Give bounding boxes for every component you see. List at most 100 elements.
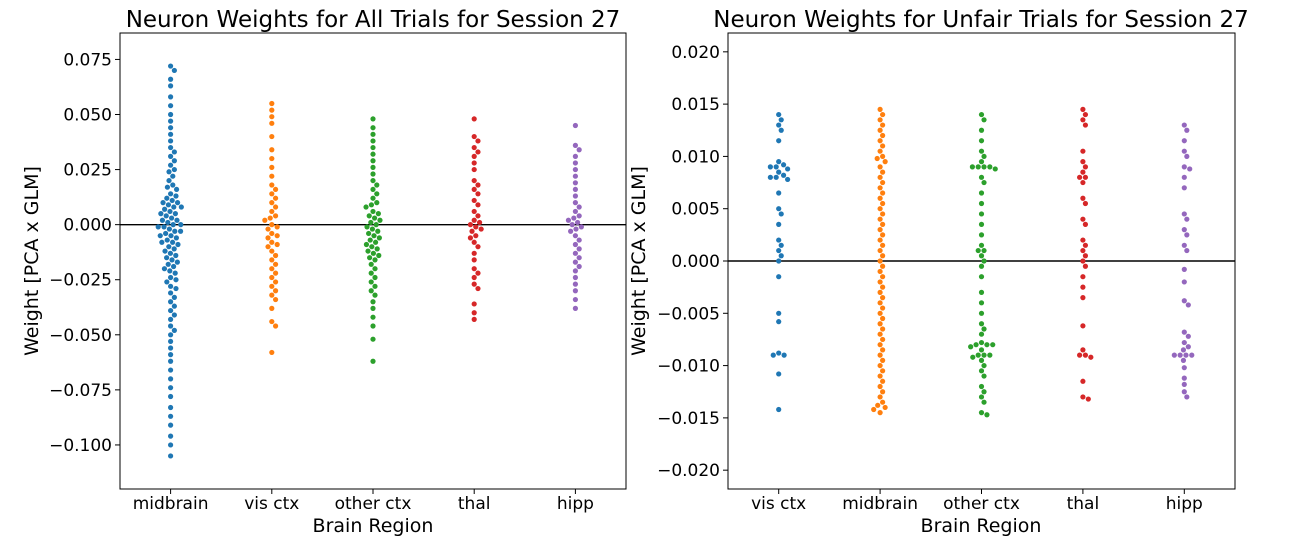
data-point	[168, 191, 174, 197]
data-point	[880, 190, 886, 196]
data-point	[978, 321, 985, 327]
data-point	[874, 155, 880, 162]
data-point	[877, 247, 883, 254]
data-point	[576, 204, 582, 210]
data-point	[372, 292, 378, 298]
data-point	[780, 172, 787, 178]
data-point	[877, 321, 883, 327]
data-point	[376, 235, 382, 241]
data-point	[368, 261, 374, 267]
series-hipp	[565, 122, 584, 311]
data-point	[978, 357, 985, 363]
data-point	[161, 224, 167, 230]
data-point	[272, 195, 279, 201]
data-point	[168, 352, 174, 358]
data-point	[168, 332, 174, 338]
data-point	[880, 111, 886, 118]
data-point	[364, 224, 370, 230]
data-point	[374, 200, 380, 206]
data-point	[776, 350, 782, 356]
data-point	[269, 100, 275, 107]
data-point	[565, 217, 572, 223]
data-point	[981, 362, 987, 369]
chart-title: Neuron Weights for Unfair Trials for Ses…	[713, 7, 1249, 33]
data-point	[272, 279, 279, 285]
data-point	[1077, 352, 1083, 358]
data-point	[471, 160, 477, 166]
data-point	[1080, 274, 1086, 280]
y-tick-label: −0.025	[49, 271, 112, 291]
data-point	[168, 111, 174, 118]
data-point	[373, 222, 379, 228]
data-point	[168, 316, 174, 322]
data-point	[272, 323, 279, 329]
data-point	[572, 250, 579, 256]
data-point	[1080, 347, 1086, 353]
data-point	[1082, 200, 1089, 207]
data-point	[877, 195, 883, 201]
data-point	[770, 352, 776, 358]
data-point	[168, 442, 174, 448]
data-point	[168, 63, 174, 69]
plot-area: 0.075 0.050 0.025 0.000 −0.025 −0.050 −0.075 −0…	[49, 32, 627, 514]
data-point	[269, 230, 275, 237]
data-point	[168, 422, 174, 428]
data-point	[880, 221, 886, 227]
data-point	[880, 274, 886, 280]
data-point	[363, 241, 370, 248]
data-point	[773, 174, 779, 180]
data-point	[978, 200, 985, 207]
data-point	[1184, 232, 1190, 238]
data-point	[776, 169, 782, 175]
series-midbrain	[155, 63, 184, 459]
data-point	[471, 266, 477, 272]
data-point	[369, 226, 375, 232]
data-point	[776, 371, 782, 377]
data-point	[370, 164, 376, 170]
x-tick-label: hipp	[557, 494, 594, 514]
data-point	[572, 233, 579, 239]
data-point	[1080, 195, 1086, 201]
data-point	[172, 228, 178, 234]
data-point	[269, 120, 275, 126]
data-point	[568, 228, 574, 234]
data-point	[880, 169, 886, 175]
x-tick-label: other ctx	[335, 494, 412, 514]
data-point	[168, 138, 174, 144]
data-point	[1080, 323, 1086, 329]
data-point	[167, 208, 173, 215]
data-point	[171, 294, 177, 300]
data-point	[778, 253, 784, 259]
data-point	[880, 122, 886, 128]
data-point	[880, 368, 886, 374]
data-point	[572, 200, 579, 206]
data-point	[476, 219, 483, 226]
data-point	[978, 310, 985, 316]
data-point	[370, 358, 376, 364]
x-tick-label: vis ctx	[751, 494, 806, 514]
data-point	[377, 217, 383, 223]
data-point	[978, 410, 985, 416]
data-point	[171, 166, 177, 173]
data-point	[168, 338, 174, 345]
data-point	[1080, 216, 1086, 222]
data-point	[990, 342, 996, 348]
data-point	[274, 233, 280, 239]
x-tick-label: thal	[458, 494, 491, 514]
data-point	[269, 182, 275, 188]
data-point	[370, 125, 376, 131]
data-point	[1181, 242, 1187, 248]
series-thal	[467, 116, 484, 322]
data-point	[374, 182, 380, 188]
data-point	[1181, 122, 1187, 128]
data-point	[1181, 185, 1187, 191]
series-hipp	[1171, 122, 1195, 400]
data-point	[166, 226, 173, 232]
data-point	[880, 399, 886, 405]
x-tick-label: other ctx	[943, 494, 1020, 514]
data-point	[877, 148, 883, 154]
data-point	[987, 352, 993, 358]
data-point	[372, 283, 378, 289]
data-point	[981, 153, 987, 160]
